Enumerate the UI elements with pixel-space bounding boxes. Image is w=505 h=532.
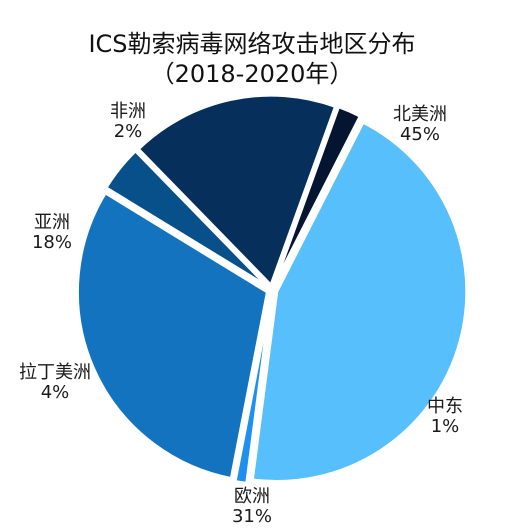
slice-value-label-5: 18% <box>32 232 72 253</box>
slice-label-2: 中东 <box>427 396 463 417</box>
chart-title: ICS勒索病毒网络攻击地区分布 <box>88 30 415 58</box>
slice-label-6: 非洲 <box>110 101 146 122</box>
slice-label-5: 亚洲 <box>34 212 70 233</box>
pie-slice-4 <box>104 149 270 289</box>
slice-value-label-3: 31% <box>232 506 272 527</box>
slice-value-label-6: 2% <box>114 121 143 142</box>
slice-value-label-4: 4% <box>41 382 70 403</box>
pie-slices <box>75 93 469 485</box>
pie-slice-1 <box>250 120 469 483</box>
pie-slice-5 <box>136 93 338 287</box>
pie-slice-3 <box>75 191 269 481</box>
slice-value-label-1: 45% <box>400 124 440 145</box>
pie-slice-6 <box>272 105 362 287</box>
pie-slice-2 <box>233 293 273 485</box>
slice-label-3: 欧洲 <box>234 486 270 507</box>
chart-subtitle: （2018-2020年） <box>151 60 354 88</box>
slice-label-1: 北美洲 <box>393 104 447 125</box>
slice-label-4: 拉丁美洲 <box>19 362 91 383</box>
slice-value-label-2: 1% <box>431 416 460 437</box>
